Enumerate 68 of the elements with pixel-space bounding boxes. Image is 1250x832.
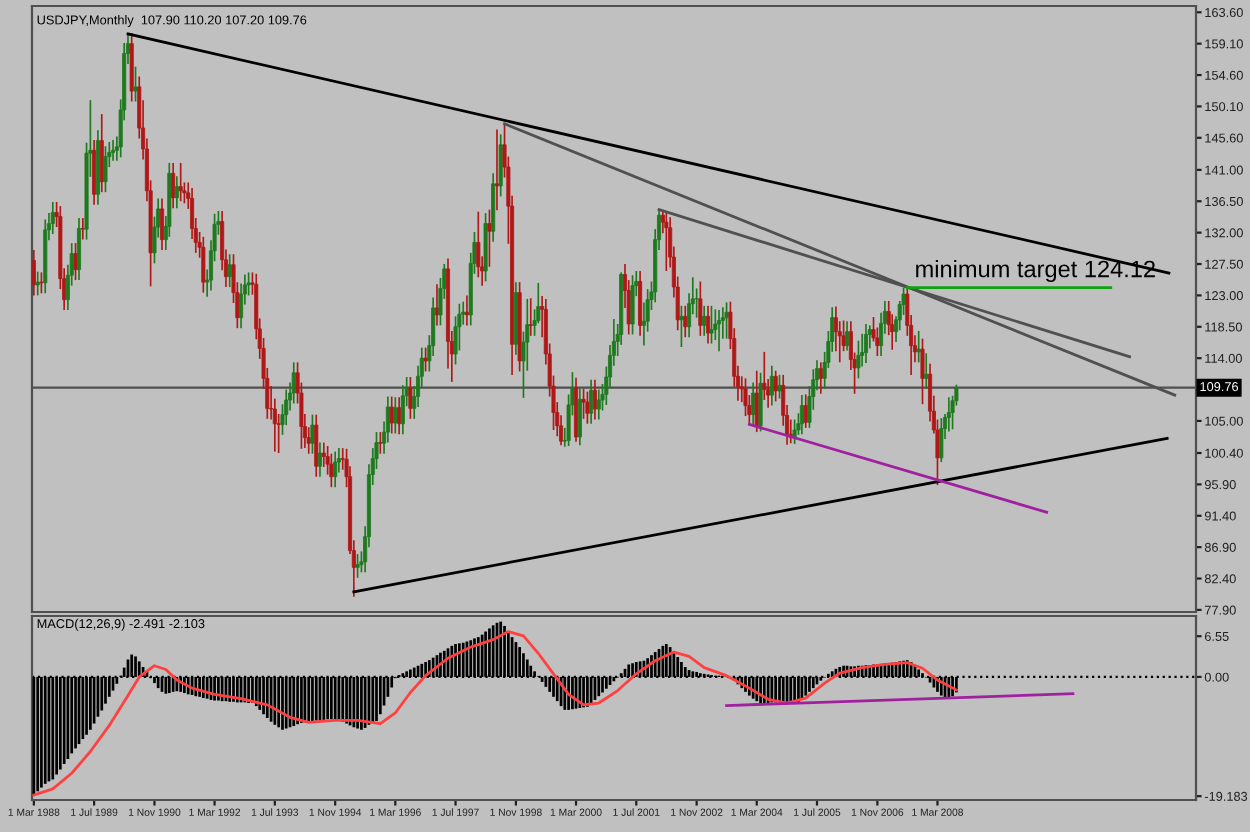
candlestick <box>724 301 729 340</box>
candlestick <box>310 413 315 455</box>
candlestick <box>73 242 78 281</box>
candlestick <box>762 351 767 401</box>
candlestick <box>400 384 405 436</box>
candlestick <box>638 270 643 337</box>
candlestick <box>743 377 748 417</box>
candlestick <box>133 65 138 103</box>
candlestick <box>856 339 861 380</box>
candlestick <box>946 396 951 433</box>
candlestick <box>592 378 597 421</box>
candlestick <box>792 418 797 445</box>
candlestick <box>577 388 582 447</box>
candlestick <box>754 369 759 433</box>
candlestick <box>103 145 108 194</box>
candlestick <box>423 346 428 373</box>
candlestick <box>709 305 714 345</box>
candlestick <box>683 305 688 339</box>
candlestick <box>397 396 402 436</box>
candlestick <box>393 396 398 435</box>
candlestick <box>758 371 763 433</box>
candlestick <box>664 210 669 272</box>
candlestick <box>321 441 326 468</box>
candlestick <box>92 139 97 206</box>
candlestick <box>863 323 868 364</box>
candlestick <box>110 139 116 162</box>
candlestick <box>246 271 251 297</box>
candlestick <box>698 280 703 337</box>
candlestick <box>129 32 134 103</box>
candlestick <box>314 413 319 478</box>
candlestick <box>528 297 533 337</box>
candlestick <box>378 431 383 455</box>
candlestick <box>333 450 338 489</box>
candlestick <box>201 235 206 294</box>
candlestick <box>803 393 808 429</box>
candlestick <box>227 253 232 288</box>
candlestick <box>389 395 394 435</box>
candlestick <box>716 309 722 353</box>
candlestick <box>487 208 492 268</box>
candlestick <box>355 553 360 579</box>
candlestick <box>476 210 481 279</box>
candlestick <box>317 441 322 478</box>
candlestick <box>702 305 707 337</box>
line-series <box>32 630 958 797</box>
candlestick <box>483 212 488 283</box>
candlestick <box>50 201 55 235</box>
candlestick <box>679 305 684 348</box>
candlestick <box>35 270 40 297</box>
candlestick <box>174 175 179 210</box>
candlestick <box>329 452 334 489</box>
candlestick <box>777 374 782 400</box>
candlestick <box>80 217 85 241</box>
candlestick <box>32 249 36 297</box>
candlestick <box>589 378 594 425</box>
candlestick <box>596 388 601 421</box>
candlestick <box>705 305 711 345</box>
candlestick <box>239 282 244 330</box>
candlestick <box>924 352 929 390</box>
candlestick <box>939 417 944 463</box>
candlestick <box>408 376 413 420</box>
candlestick <box>773 369 778 403</box>
candlestick <box>920 337 925 406</box>
candlestick <box>178 162 183 203</box>
candlestick <box>845 320 850 352</box>
candlestick <box>585 390 590 425</box>
candlestick <box>630 274 635 336</box>
candlestick <box>291 361 296 405</box>
annotation: minimum target 124.12 <box>916 260 1155 283</box>
